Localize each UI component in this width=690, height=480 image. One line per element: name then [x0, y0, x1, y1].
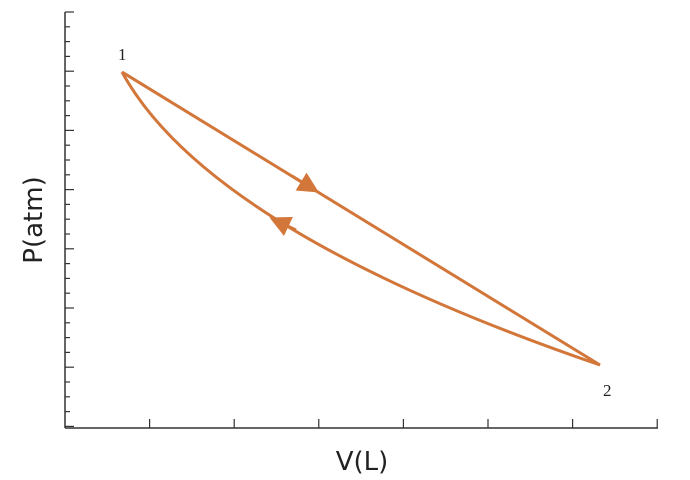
axes — [64, 12, 658, 429]
point-label: 1 — [118, 45, 127, 64]
point-label: 2 — [603, 381, 612, 400]
y-axis-label: P(atm) — [19, 176, 49, 263]
process-1-2 — [121, 70, 601, 367]
x-axis-label: V(L) — [336, 447, 389, 477]
arrow-up — [269, 216, 297, 236]
arrow-down — [291, 172, 319, 193]
ticks — [65, 11, 658, 428]
